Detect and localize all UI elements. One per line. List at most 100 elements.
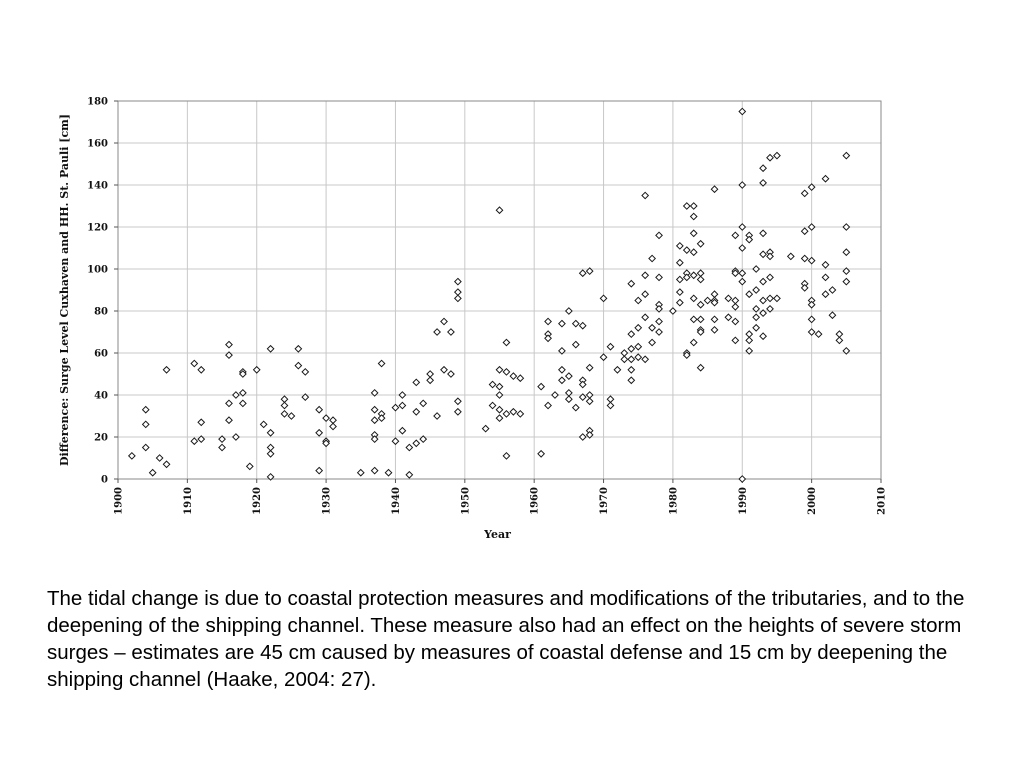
scatter-point: [544, 317, 552, 326]
scatter-point: [315, 428, 324, 437]
scatter-point: [606, 401, 615, 410]
scatter-point: [842, 267, 851, 276]
scatter-point: [669, 307, 677, 315]
scatter-point: [544, 334, 552, 343]
scatter-point: [197, 435, 206, 444]
scatter-point: [148, 468, 157, 477]
scatter-point: [620, 349, 629, 357]
scatter-point: [419, 399, 428, 408]
scatter-point: [759, 250, 767, 259]
scatter-point: [759, 332, 767, 341]
scatter-point: [599, 353, 608, 362]
scatter-point: [225, 351, 233, 360]
x-tick-label: 1950: [460, 487, 471, 515]
scatter-point: [724, 313, 733, 322]
scatter-point: [245, 462, 254, 471]
scatter-point: [419, 435, 428, 444]
scatter-point: [571, 340, 580, 349]
scatter-point: [564, 395, 573, 404]
scatter-point: [675, 258, 684, 267]
scatter-point: [294, 344, 303, 353]
scatter-point: [745, 290, 754, 299]
x-tick-label: 1970: [599, 487, 610, 515]
scatter-point: [703, 296, 712, 305]
scatter-point: [738, 269, 747, 278]
scatter-point: [766, 294, 774, 303]
scatter-point: [842, 151, 851, 160]
scatter-point: [786, 252, 795, 261]
scatter-point: [495, 391, 504, 399]
scatter-point: [752, 313, 761, 322]
scatter-point: [655, 328, 663, 336]
scatter-point: [675, 241, 684, 250]
scatter-chart: 0 20 40 60 80 100 120 140 160 180 1900 1910 1920 193…: [58, 97, 888, 542]
scatter-point: [315, 405, 324, 414]
scatter-point: [731, 296, 740, 305]
y-tick-label: 80: [94, 307, 108, 318]
scatter-point: [710, 315, 719, 324]
scatter-point: [828, 311, 837, 320]
scatter-point: [287, 412, 296, 420]
scatter-point: [585, 391, 594, 399]
scatter-point: [218, 435, 226, 444]
scatter-point: [502, 367, 511, 376]
x-axis-title: Year: [483, 528, 511, 541]
scatter-point: [710, 290, 719, 299]
scatter-point: [641, 355, 650, 364]
scatter-point: [558, 376, 566, 385]
scatter-point: [842, 346, 851, 355]
scatter-point: [634, 353, 643, 362]
scatter-point: [488, 380, 497, 389]
scatter-point: [731, 231, 740, 240]
scatter-point: [447, 328, 455, 336]
scatter-point: [627, 344, 636, 353]
scatter-point: [426, 370, 435, 378]
scatter-point: [752, 265, 761, 273]
x-tick-label: 1930: [322, 487, 333, 515]
scatter-point: [585, 397, 594, 406]
scatter-point: [578, 380, 587, 389]
scatter-point: [828, 286, 837, 294]
scatter-point: [745, 235, 754, 244]
scatter-point: [481, 424, 490, 433]
scatter-point: [370, 416, 379, 425]
y-axis-ticks: 0 20 40 60 80 100 120 140 160 180: [87, 97, 118, 486]
scatter-point: [329, 422, 337, 431]
scatter-point: [675, 298, 684, 307]
scatter-point: [405, 443, 414, 452]
scatter-point: [453, 397, 462, 406]
scatter-point: [641, 290, 650, 299]
scatter-point: [807, 223, 816, 231]
y-axis-title: Difference: Surge Level Cuxhaven and HH.…: [58, 114, 71, 466]
scatter-point: [835, 330, 844, 339]
scatter-point: [759, 164, 767, 173]
scatter-point: [502, 338, 511, 347]
scatter-point: [689, 271, 698, 280]
scatter-point: [502, 409, 511, 418]
scatter-point: [682, 246, 691, 255]
scatter-point: [759, 229, 767, 238]
scatter-point: [759, 309, 767, 318]
scatter-point: [738, 107, 747, 116]
scatter-point: [495, 382, 504, 391]
scatter-point: [842, 277, 851, 286]
scatter-point: [689, 202, 698, 210]
scatter-point: [814, 330, 823, 339]
scatter-point: [710, 185, 719, 194]
scatter-point: [127, 451, 136, 460]
scatter-point: [731, 317, 740, 326]
scatter-point: [807, 328, 816, 336]
scatter-point: [627, 330, 636, 339]
scatter-point: [495, 405, 504, 414]
scatter-point: [641, 271, 650, 280]
scatter-point: [842, 248, 851, 257]
scatter-point: [724, 294, 733, 303]
scatter-point: [412, 439, 421, 448]
scatter-point: [266, 472, 275, 481]
scatter-point: [606, 342, 615, 351]
scatter-point: [564, 307, 573, 315]
scatter-point: [606, 395, 615, 404]
scatter-point: [440, 365, 448, 374]
scatter-point: [370, 466, 379, 475]
scatter-point: [800, 283, 809, 292]
